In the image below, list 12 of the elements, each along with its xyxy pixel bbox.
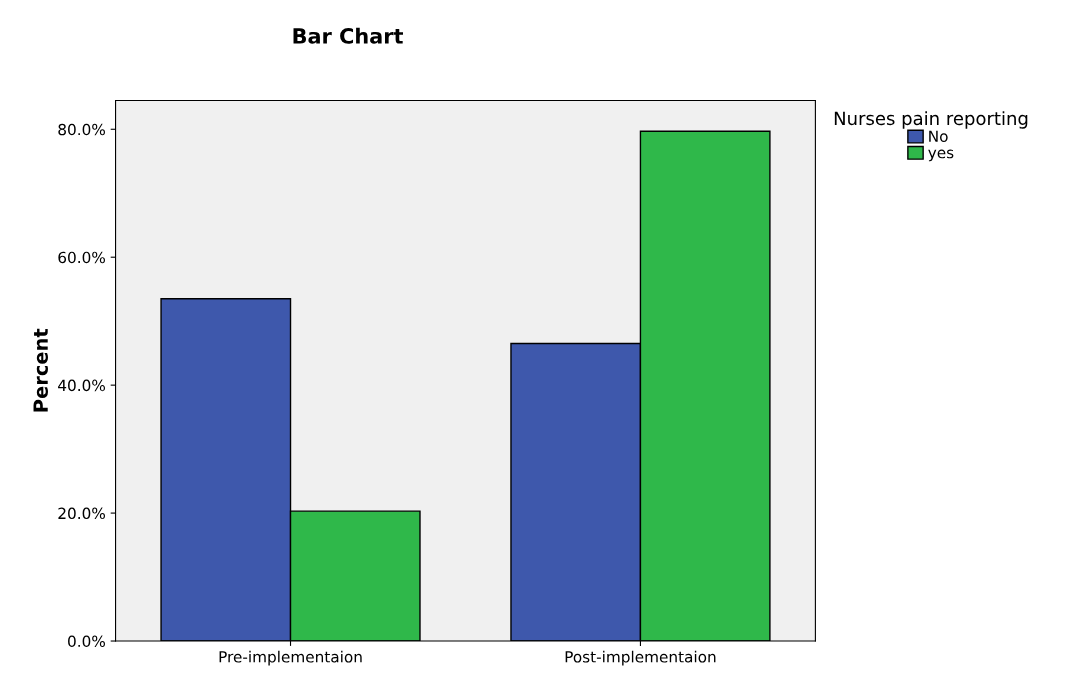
legend-title: Nurses pain reporting bbox=[834, 111, 1028, 129]
chart-title: Bar Chart bbox=[293, 27, 403, 44]
x-tick-label: Pre-implementaion bbox=[219, 650, 362, 666]
y-tick-label: 20.0% bbox=[58, 507, 105, 520]
y-tick-label: 0.0% bbox=[68, 635, 105, 648]
y-axis-title: Percent bbox=[33, 328, 48, 412]
y-tick-label: 40.0% bbox=[58, 379, 105, 392]
x-tick-label: Post-implementaion bbox=[565, 650, 716, 666]
legend-label: No bbox=[929, 130, 948, 143]
y-tick-label: 80.0% bbox=[58, 123, 105, 136]
y-tick-label: 60.0% bbox=[58, 251, 105, 264]
legend-label: yes bbox=[928, 149, 954, 162]
